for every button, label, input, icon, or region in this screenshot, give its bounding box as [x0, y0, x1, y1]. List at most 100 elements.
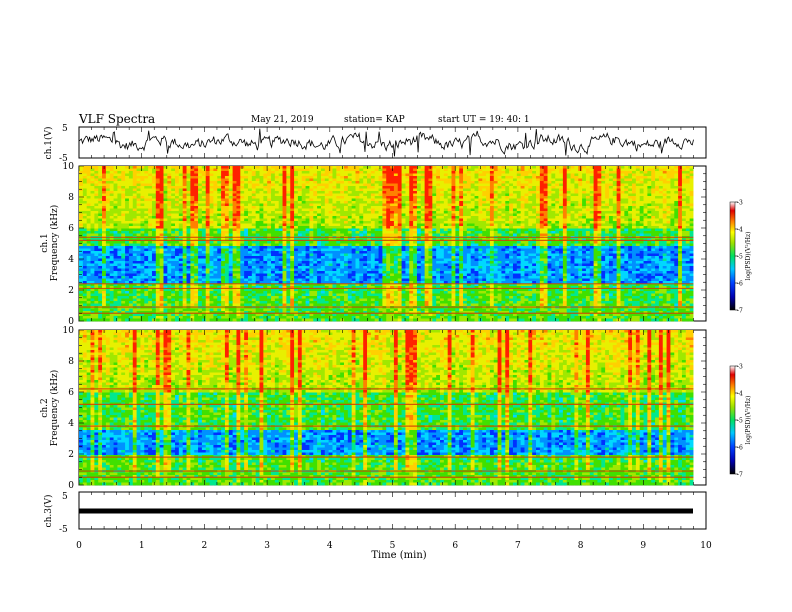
spectrogram-cell	[524, 234, 528, 237]
spectrogram-cell	[263, 234, 267, 237]
spectrogram-cell	[555, 176, 559, 179]
spectrogram-cell	[144, 196, 148, 199]
spectrogram-cell	[286, 241, 290, 244]
spectrogram-cell	[121, 189, 125, 192]
spectrogram-cell	[382, 184, 386, 187]
spectrogram-cell	[137, 214, 141, 217]
spectrogram-cell	[102, 216, 106, 219]
spectrogram-cell	[102, 211, 106, 214]
spectrogram-cell	[559, 201, 563, 204]
spectrogram-cell	[137, 199, 141, 202]
spectrogram-cell	[137, 166, 141, 169]
spectrogram-cell	[382, 219, 386, 222]
spectrogram-cell	[225, 194, 229, 197]
spectrogram-cell	[528, 174, 532, 177]
spectrogram-cell	[513, 221, 517, 224]
spectrogram-cell	[344, 179, 348, 182]
spectrogram-cell	[271, 199, 275, 202]
spectrogram-cell	[125, 181, 129, 184]
spectrogram-cell	[129, 231, 133, 234]
spectrogram-cell	[367, 194, 371, 197]
spectrogram-cell	[94, 216, 98, 219]
spectrogram-cell	[686, 181, 690, 184]
spectrogram-cell	[640, 181, 644, 184]
spectrogram-cell	[194, 174, 198, 177]
spectrogram-cell	[275, 199, 279, 202]
spectrogram-cell	[486, 184, 490, 187]
spectrogram-cell	[686, 206, 690, 209]
spectrogram-cell	[152, 181, 156, 184]
spectrogram-cell	[356, 176, 360, 179]
spectrogram-cell	[578, 231, 582, 234]
spectrogram-cell	[436, 174, 440, 177]
spectrogram-cell	[613, 201, 617, 204]
spectrogram-cell	[256, 199, 260, 202]
spectrogram-cell	[690, 216, 694, 219]
spectrogram-cell	[409, 226, 413, 229]
spectrogram-cell	[478, 176, 482, 179]
spectrogram-cell	[678, 224, 682, 227]
spectrogram-cell	[221, 199, 225, 202]
spectrogram-cell	[98, 231, 102, 234]
spectrogram-cell	[425, 169, 429, 172]
spectrogram-cell	[432, 181, 436, 184]
spectrogram-cell	[98, 241, 102, 244]
spectrogram-cell	[417, 186, 421, 189]
spectrogram-cell	[94, 211, 98, 214]
spectrogram-cell	[252, 174, 256, 177]
spectrogram-cell	[356, 234, 360, 237]
spectrogram-cell	[363, 191, 367, 194]
spectrogram-cell	[628, 176, 632, 179]
spectrogram-cell	[206, 241, 210, 244]
spectrogram-cell	[163, 196, 167, 199]
spectrogram-cell	[367, 216, 371, 219]
spectrogram-cell	[263, 196, 267, 199]
spectrogram-cell	[198, 219, 202, 222]
spectrogram-cell	[110, 231, 114, 234]
spectrogram-cell	[594, 181, 598, 184]
spectrogram-cell	[302, 181, 306, 184]
spectrogram-cell	[563, 231, 567, 234]
spectrogram-cell	[548, 184, 552, 187]
spectrogram-cell	[574, 166, 578, 169]
spectrogram-cell	[521, 211, 525, 214]
spectrogram-cell	[252, 194, 256, 197]
spectrogram-cell	[448, 184, 452, 187]
spectrogram-cell	[140, 226, 144, 229]
spectrogram-cell	[213, 174, 217, 177]
spectrogram-cell	[302, 184, 306, 187]
spectrogram-cell	[617, 199, 621, 202]
spectrogram-cell	[140, 221, 144, 224]
spectrogram-cell	[194, 229, 198, 232]
spectrogram-cell	[405, 181, 409, 184]
spectrogram-cell	[644, 166, 648, 169]
spectrogram-cell	[563, 201, 567, 204]
spectrogram-cell	[601, 226, 605, 229]
spectrogram-cell	[475, 224, 479, 227]
spectrogram-cell	[505, 221, 509, 224]
spectrogram-cell	[467, 201, 471, 204]
spectrogram-cell	[140, 224, 144, 227]
spectrogram-cell	[344, 169, 348, 172]
spectrogram-cell	[367, 176, 371, 179]
spectrogram-cell	[110, 189, 114, 192]
spectrogram-cell	[309, 176, 313, 179]
spectrogram-cell	[256, 201, 260, 204]
spectrogram-cell	[636, 216, 640, 219]
spectrogram-cell	[544, 219, 548, 222]
spectrogram-cell	[475, 231, 479, 234]
spectrogram-cell	[536, 181, 540, 184]
spectrogram-cell	[210, 226, 214, 229]
spectrogram-cell	[133, 231, 137, 234]
spectrogram-cell	[432, 226, 436, 229]
spectrogram-cell	[260, 226, 264, 229]
spectrogram-cell	[494, 201, 498, 204]
spectrogram-cell	[87, 176, 91, 179]
spectrogram-cell	[286, 194, 290, 197]
spectrogram-cell	[674, 209, 678, 212]
spectrogram-cell	[478, 189, 482, 192]
spectrogram-cell	[594, 191, 598, 194]
spectrogram-cell	[398, 241, 402, 244]
spectrogram-cell	[459, 194, 463, 197]
spectrogram-cell	[198, 216, 202, 219]
